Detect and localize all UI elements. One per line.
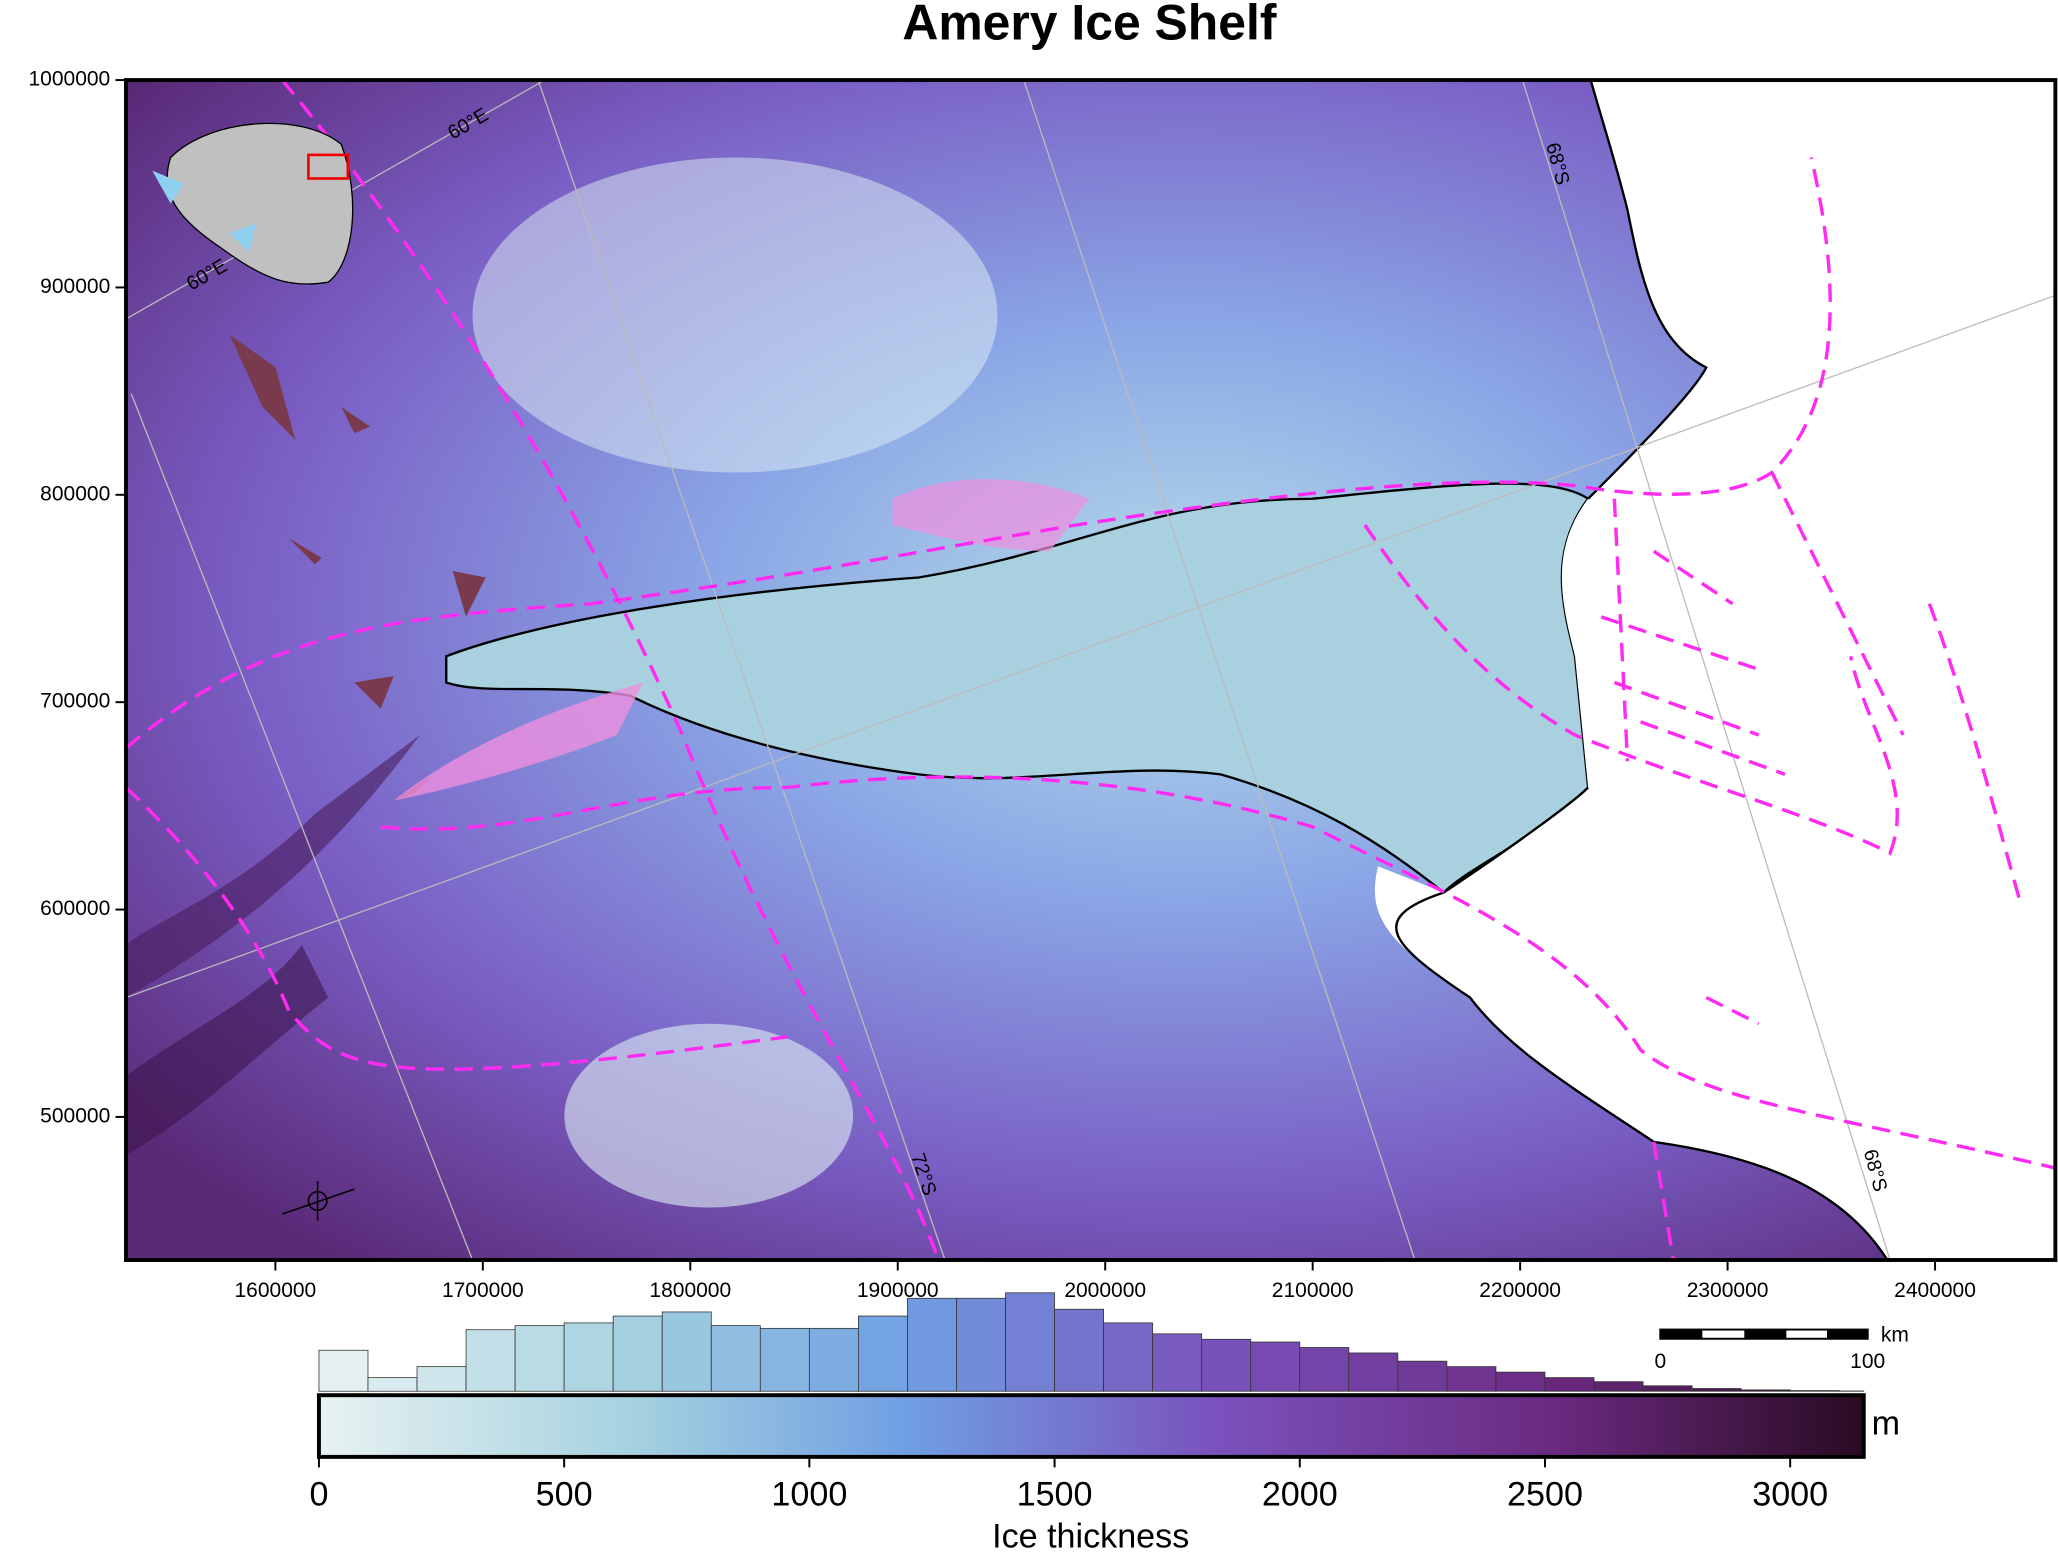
map-title: Amery Ice Shelf: [902, 0, 1277, 50]
histogram-bar: [1299, 1347, 1350, 1392]
histogram-bar: [1397, 1360, 1448, 1392]
histogram-bar: [1593, 1381, 1644, 1392]
north-arrow: [281, 1181, 355, 1221]
histogram-bar: [1201, 1338, 1252, 1392]
x-tick-label: 2100000: [1272, 1279, 1354, 1302]
histogram-bar: [1446, 1366, 1497, 1392]
histogram-bar: [858, 1315, 908, 1392]
exposed-rock: [892, 479, 1090, 552]
y-tick-label: 1000000: [28, 68, 110, 91]
histogram-bar: [1544, 1377, 1595, 1392]
ice-shelf: [446, 483, 1589, 893]
thick-ice: [126, 735, 420, 998]
scale-bar-label: 0: [1654, 1350, 1666, 1373]
flight-lines: [126, 80, 2056, 1260]
histogram-bar: [1250, 1341, 1301, 1392]
map-imagery: [126, 80, 2056, 1260]
inset-map: [152, 122, 354, 285]
x-tick-label: 1800000: [649, 1279, 731, 1302]
x-tick-label: 2000000: [1064, 1279, 1146, 1302]
colorbar-tick-label: 0: [309, 1475, 328, 1513]
histogram-bar: [1103, 1322, 1154, 1392]
y-tick-label: 900000: [40, 275, 110, 298]
thin-ice: [472, 157, 998, 473]
y-tick-label: 500000: [40, 1104, 110, 1127]
colorbar-unit: m: [1872, 1404, 1900, 1442]
exposed-rock: [393, 682, 644, 801]
histogram-bar: [808, 1327, 859, 1392]
coastline: [1395, 80, 1889, 1260]
colorbar-tick-label: 1000: [771, 1475, 847, 1513]
x-tick-label: 2400000: [1894, 1279, 1976, 1302]
colorbar-tick-label: 1500: [1017, 1475, 1093, 1513]
histogram-bar: [416, 1366, 467, 1392]
x-tick-label: 1600000: [234, 1279, 316, 1302]
histogram-bar: [661, 1311, 712, 1392]
graticule: [126, 80, 2056, 1260]
y-tick-label: 600000: [40, 897, 110, 920]
histogram-bar: [563, 1322, 614, 1392]
thick-ice: [126, 945, 329, 1155]
colorbar-tick-label: 2500: [1507, 1475, 1583, 1513]
y-tick-label: 800000: [40, 482, 110, 505]
ocean: [1374, 80, 2056, 1260]
histogram-bar: [1642, 1385, 1693, 1392]
histogram-bar: [465, 1329, 516, 1392]
histogram-bar: [907, 1297, 957, 1392]
histogram-bar: [1789, 1390, 1840, 1392]
histogram-bar: [1054, 1308, 1104, 1392]
histogram-bar: [367, 1377, 418, 1392]
histogram-bar: [759, 1327, 810, 1392]
x-tick-label: 1900000: [857, 1279, 939, 1302]
histogram-bar: [1348, 1352, 1399, 1392]
histogram-bar: [318, 1349, 369, 1392]
map-frame: [124, 78, 2058, 1262]
histogram-bar: [1495, 1371, 1546, 1392]
histogram-bar: [1691, 1388, 1742, 1392]
histogram-bar: [612, 1315, 663, 1392]
colorbar-tick-label: 3000: [1752, 1475, 1828, 1513]
scale-bar-label: 100: [1850, 1350, 1885, 1373]
scale-bar: 0 100 km: [1654, 1324, 1908, 1373]
colorbar-label: Ice thickness: [992, 1517, 1189, 1554]
colorbar-tick-label: 500: [536, 1475, 593, 1513]
x-tick-label: 1700000: [442, 1279, 524, 1302]
histogram-bar: [956, 1297, 1006, 1392]
histogram-bar: [710, 1325, 761, 1392]
histogram-bar: [514, 1325, 565, 1392]
histogram-bar: [1152, 1333, 1203, 1392]
scale-bar-unit: km: [1881, 1324, 1909, 1347]
colorbar: [316, 1393, 1866, 1459]
histogram-bar: [1740, 1389, 1791, 1392]
x-tick-label: 2300000: [1687, 1279, 1769, 1302]
thin-ice: [564, 1023, 854, 1208]
histogram-bar: [1005, 1292, 1055, 1392]
x-tick-label: 2200000: [1479, 1279, 1561, 1302]
y-tick-label: 700000: [40, 690, 110, 713]
colorbar-tick-label: 2000: [1262, 1475, 1338, 1513]
